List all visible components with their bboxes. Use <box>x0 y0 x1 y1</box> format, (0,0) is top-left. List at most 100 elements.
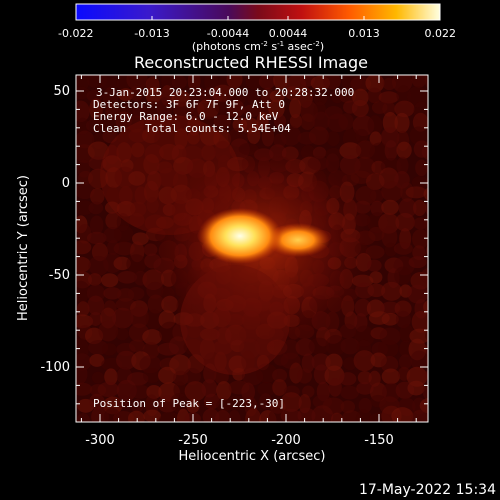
noise-blob <box>127 115 145 133</box>
flare-source-primary <box>198 208 282 264</box>
noise-blob <box>339 372 357 386</box>
noise-blob <box>126 254 147 274</box>
noise-blob <box>76 256 91 273</box>
colorbar-tick-label: 0.013 <box>348 27 380 40</box>
noise-blob <box>411 310 428 333</box>
y-tick-label: -50 <box>49 268 70 283</box>
noise-blob <box>326 131 340 147</box>
noise-blob <box>89 98 103 120</box>
noise-blob <box>116 200 136 217</box>
noise-blob <box>76 75 90 90</box>
noise-blob <box>381 281 403 301</box>
noise-blob <box>367 115 383 136</box>
noise-blob <box>214 100 232 115</box>
noise-blob <box>338 113 354 131</box>
noise-blob <box>116 142 132 163</box>
noise-blob <box>297 407 316 422</box>
x-tick-label: -200 <box>271 433 301 448</box>
info-total-counts: Total counts: 5.54E+04 <box>145 122 291 135</box>
noise-blob <box>423 215 428 233</box>
noise-blob <box>169 393 189 413</box>
noise-blob <box>423 299 428 314</box>
plot-frame <box>75 74 429 423</box>
noise-blob <box>130 398 144 414</box>
noise-blob <box>427 158 428 169</box>
noise-blob <box>76 382 93 396</box>
noise-blob <box>98 320 119 342</box>
noise-blob <box>187 131 200 145</box>
lower-emission <box>180 265 290 375</box>
noise-blob <box>351 99 369 118</box>
noise-blob <box>258 75 276 90</box>
colorbar-gradient <box>75 3 441 21</box>
noise-blob <box>381 199 399 216</box>
noise-blob <box>134 186 147 205</box>
info-time-range: 3-Jan-2015 20:23:04.000 to 20:28:32.000 <box>96 86 354 99</box>
noise-blob <box>257 382 276 397</box>
noise-blob <box>76 100 90 123</box>
noise-blob <box>91 371 105 384</box>
noise-blob <box>269 90 285 103</box>
noise-blob <box>76 412 90 422</box>
colorbar-tick-label: -0.013 <box>134 27 169 40</box>
axis-ticks <box>76 75 428 422</box>
noise-blob <box>76 200 94 216</box>
noise-blob <box>129 384 151 399</box>
noise-blob <box>105 102 121 121</box>
noise-blob <box>201 379 218 398</box>
noise-blob <box>113 224 134 243</box>
noise-blob <box>424 201 428 216</box>
colorbar-tick-label: -0.022 <box>58 27 93 40</box>
noise-blob <box>407 380 425 396</box>
noise-blob <box>171 75 188 90</box>
noise-blob <box>145 86 162 105</box>
noise-blob <box>396 141 412 159</box>
info-detectors: Detectors: 3F 6F 7F 9F, Att 0 <box>93 98 285 111</box>
noise-blob <box>227 99 245 118</box>
noise-blob <box>424 75 428 89</box>
noise-blob <box>115 327 129 341</box>
noise-blob <box>132 102 146 119</box>
noise-blob <box>425 330 428 341</box>
noise-blob <box>353 350 376 372</box>
noise-blob <box>393 242 413 255</box>
noise-blob <box>328 378 342 397</box>
noise-blob <box>76 280 91 303</box>
noise-blob <box>369 142 389 164</box>
noise-blob <box>369 131 382 146</box>
colorbar-tick-label: -0.0044 <box>207 27 249 40</box>
noise-blob <box>308 126 330 146</box>
noise-blob <box>398 198 417 218</box>
noise-blob <box>340 337 360 355</box>
noise-blob <box>142 329 163 345</box>
noise-blob <box>384 242 397 257</box>
noise-blob <box>143 409 162 422</box>
noise-blob <box>227 409 241 422</box>
noise-blob <box>247 89 260 106</box>
noise-blob <box>86 231 107 245</box>
noise-blob <box>289 113 303 129</box>
noise-blob <box>391 407 414 422</box>
noise-blob <box>168 336 188 356</box>
noise-blob <box>76 86 91 100</box>
noise-blob <box>300 113 315 131</box>
noise-blob <box>142 367 161 384</box>
noise-blob <box>241 382 256 402</box>
noise-blob <box>273 75 288 90</box>
noise-blob <box>338 87 357 104</box>
noise-blob <box>330 412 344 422</box>
noise-blob <box>183 368 201 385</box>
colorbar-ticks: -0.022 -0.013 -0.0044 0.0044 0.013 0.022 <box>58 16 456 40</box>
noise-blob <box>245 408 262 422</box>
noise-blob <box>301 353 315 374</box>
noise-blob <box>88 156 107 170</box>
noise-blob <box>272 378 287 396</box>
noise-blob <box>213 114 231 129</box>
plot-title: Reconstructed RHESSI Image <box>134 53 368 72</box>
noise-blob <box>214 409 231 422</box>
info-energy: Energy Range: 6.0 - 12.0 keV <box>93 110 279 123</box>
noise-blob <box>131 142 145 158</box>
noise-blob <box>398 354 412 370</box>
noise-blob <box>411 176 428 190</box>
noise-blob <box>186 399 200 413</box>
